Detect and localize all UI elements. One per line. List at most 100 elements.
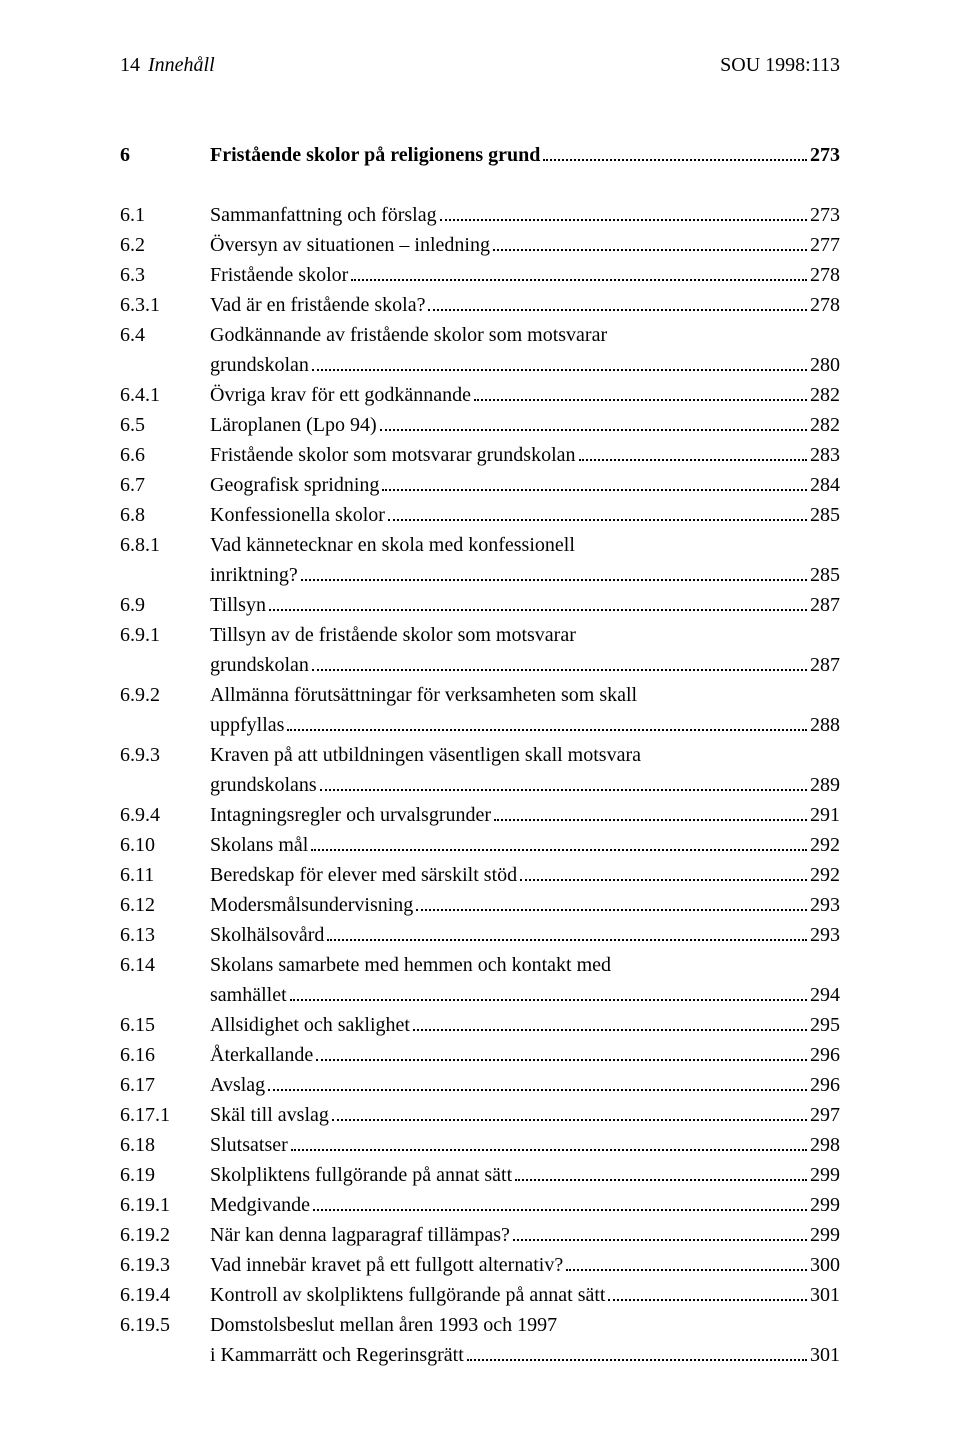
- leader-dots: [413, 1029, 807, 1031]
- leader-dots: [287, 729, 807, 731]
- toc-title-wrap: Skolans samarbete med hemmen och kontakt…: [210, 950, 840, 980]
- toc-page: 282: [810, 410, 840, 440]
- toc-number: 6.18: [120, 1130, 210, 1160]
- toc-title-wrap: Slutsatser298: [210, 1130, 840, 1160]
- toc-title-wrap: Återkallande296: [210, 1040, 840, 1070]
- toc-title: Konfessionella skolor: [210, 500, 385, 530]
- toc-title-wrap: Allsidighet och saklighet295: [210, 1010, 840, 1040]
- chapter-number: 6: [120, 140, 210, 170]
- leader-dots: [543, 159, 807, 161]
- toc-row: 6.9.1Tillsyn av de fristående skolor som…: [120, 620, 840, 650]
- toc-row-cont: inriktning?285: [120, 560, 840, 590]
- toc-title-wrap: När kan denna lagparagraf tillämpas?299: [210, 1220, 840, 1250]
- toc-row: 6.8.1Vad kännetecknar en skola med konfe…: [120, 530, 840, 560]
- toc-number: 6.19: [120, 1160, 210, 1190]
- toc-title-cont: grundskolan: [210, 350, 309, 380]
- toc-title-wrap: Sammanfattning och förslag273: [210, 200, 840, 230]
- toc-page: 280: [810, 350, 840, 380]
- toc-title: Allsidighet och saklighet: [210, 1010, 410, 1040]
- toc-title-wrap: Modersmålsundervisning293: [210, 890, 840, 920]
- toc-page: 294: [810, 980, 840, 1010]
- toc-row: 6.11Beredskap för elever med särskilt st…: [120, 860, 840, 890]
- toc-row: 6.2Översyn av situationen – inledning277: [120, 230, 840, 260]
- toc-page: 282: [810, 380, 840, 410]
- leader-dots: [520, 879, 807, 881]
- toc-number: 6.8: [120, 500, 210, 530]
- toc-title: Domstolsbeslut mellan åren 1993 och 1997: [210, 1310, 557, 1340]
- toc-number: 6.19.3: [120, 1250, 210, 1280]
- toc-number: 6.17.1: [120, 1100, 210, 1130]
- chapter-page: 273: [810, 140, 840, 170]
- leader-dots: [440, 219, 807, 221]
- toc-number: 6.16: [120, 1040, 210, 1070]
- header-left: 14 Innehåll: [120, 50, 215, 80]
- leader-dots: [291, 1149, 807, 1151]
- toc-title: När kan denna lagparagraf tillämpas?: [210, 1220, 510, 1250]
- toc-title: Skäl till avslag: [210, 1100, 329, 1130]
- toc-row: 6.4.1Övriga krav för ett godkännande282: [120, 380, 840, 410]
- leader-dots: [312, 669, 807, 671]
- toc-title-wrap: Avslag296: [210, 1070, 840, 1100]
- page-header: 14 Innehåll SOU 1998:113: [120, 50, 840, 80]
- table-of-contents: 6.1Sammanfattning och förslag2736.2Övers…: [120, 200, 840, 1370]
- toc-row: 6.3.1Vad är en fristående skola?278: [120, 290, 840, 320]
- section-label: Innehåll: [148, 50, 215, 80]
- toc-row: 6.15Allsidighet och saklighet295: [120, 1010, 840, 1040]
- toc-title-wrap: Godkännande av fristående skolor som mot…: [210, 320, 840, 350]
- toc-row: 6.18Slutsatser298: [120, 1130, 840, 1160]
- toc-number: 6.14: [120, 950, 210, 980]
- toc-title-wrap: Medgivande299: [210, 1190, 840, 1220]
- toc-title: Övriga krav för ett godkännande: [210, 380, 471, 410]
- toc-number: 6.9.1: [120, 620, 210, 650]
- toc-title-wrap: grundskolan 280: [210, 350, 840, 380]
- toc-number: 6.17: [120, 1070, 210, 1100]
- toc-title: Skolans mål: [210, 830, 308, 860]
- toc-row: 6.9.2Allmänna förutsättningar för verksa…: [120, 680, 840, 710]
- toc-number: 6.11: [120, 860, 210, 890]
- toc-number: 6.9: [120, 590, 210, 620]
- toc-title-wrap: Konfessionella skolor285: [210, 500, 840, 530]
- toc-title-wrap: Beredskap för elever med särskilt stöd29…: [210, 860, 840, 890]
- leader-dots: [428, 309, 807, 311]
- toc-row: 6.19Skolpliktens fullgörande på annat sä…: [120, 1160, 840, 1190]
- toc-page: 298: [810, 1130, 840, 1160]
- toc-title-cont: uppfyllas: [210, 710, 284, 740]
- toc-title-wrap: Kraven på att utbildningen väsentligen s…: [210, 740, 840, 770]
- toc-row-cont: i Kammarrätt och Regerinsgrätt301: [120, 1340, 840, 1370]
- toc-page: 273: [810, 200, 840, 230]
- toc-page: 297: [810, 1100, 840, 1130]
- toc-number: 6.15: [120, 1010, 210, 1040]
- leader-dots: [493, 249, 807, 251]
- toc-title: Fristående skolor som motsvarar grundsko…: [210, 440, 576, 470]
- toc-page: 292: [810, 860, 840, 890]
- toc-title-wrap: Intagningsregler och urvalsgrunder291: [210, 800, 840, 830]
- toc-page: 288: [810, 710, 840, 740]
- toc-title-wrap: inriktning?285: [210, 560, 840, 590]
- leader-dots: [608, 1299, 807, 1301]
- toc-title-wrap: Skolpliktens fullgörande på annat sätt29…: [210, 1160, 840, 1190]
- toc-page: 293: [810, 920, 840, 950]
- toc-title: Modersmålsundervisning: [210, 890, 413, 920]
- toc-row: 6.19.5Domstolsbeslut mellan åren 1993 oc…: [120, 1310, 840, 1340]
- leader-dots: [416, 909, 807, 911]
- toc-number: 6.1: [120, 200, 210, 230]
- toc-row: 6.8Konfessionella skolor285: [120, 500, 840, 530]
- toc-title-cont: grundskolan: [210, 650, 309, 680]
- toc-page: 289: [810, 770, 840, 800]
- toc-number: 6.3: [120, 260, 210, 290]
- toc-number: 6.19.5: [120, 1310, 210, 1340]
- toc-page: 284: [810, 470, 840, 500]
- toc-row: 6.19.3Vad innebär kravet på ett fullgott…: [120, 1250, 840, 1280]
- toc-title-wrap: Vad innebär kravet på ett fullgott alter…: [210, 1250, 840, 1280]
- page-number: 14: [120, 50, 140, 80]
- toc-title-wrap: grundskolan287: [210, 650, 840, 680]
- toc-title: Godkännande av fristående skolor som mot…: [210, 320, 607, 350]
- toc-row: 6.9Tillsyn287: [120, 590, 840, 620]
- toc-number: 6.9.2: [120, 680, 210, 710]
- leader-dots: [388, 519, 807, 521]
- toc-page: 296: [810, 1070, 840, 1100]
- leader-dots: [351, 279, 807, 281]
- toc-row: 6.19.4Kontroll av skolpliktens fullgöran…: [120, 1280, 840, 1310]
- toc-number: 6.2: [120, 230, 210, 260]
- toc-title: Kontroll av skolpliktens fullgörande på …: [210, 1280, 605, 1310]
